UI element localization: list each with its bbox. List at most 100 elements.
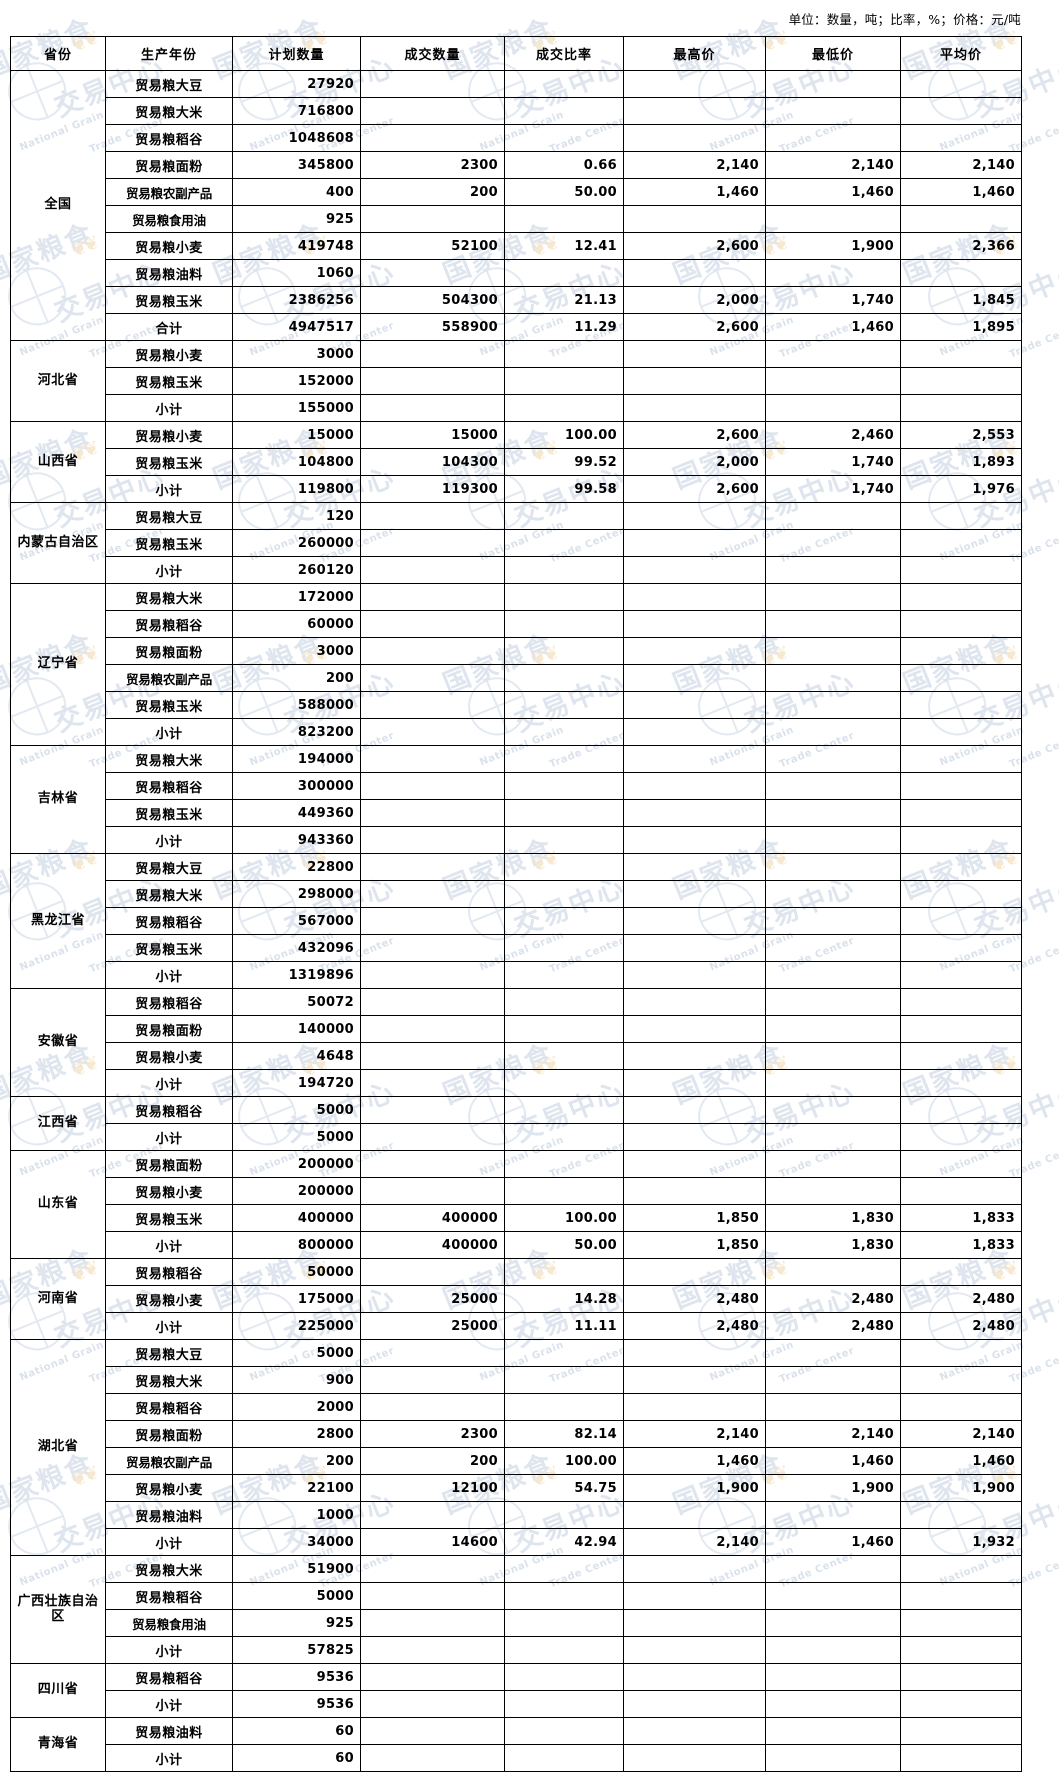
- header-row: 省份 生产年份 计划数量 成交数量 成交比率 最高价 最低价 平均价: [10, 36, 1022, 71]
- category-cell: 小计: [105, 1231, 233, 1259]
- lowest-price-cell: [765, 394, 901, 422]
- average-price-cell: [900, 1015, 1022, 1043]
- deal-rate-cell: 100.00: [504, 1204, 624, 1232]
- lowest-price-cell: [765, 1663, 901, 1691]
- plan-qty-cell: 200000: [232, 1177, 361, 1205]
- deal-qty-cell: [360, 691, 505, 719]
- lowest-price-cell: [765, 1609, 901, 1637]
- deal-qty-cell: [360, 718, 505, 746]
- average-price-cell: [900, 1258, 1022, 1286]
- lowest-price-cell: [765, 799, 901, 827]
- table-row: 青海省 贸易粮油料 60: [10, 1717, 1022, 1772]
- highest-price-cell: 2,480: [623, 1312, 766, 1340]
- table-row: 小计 5000: [11, 1123, 1022, 1151]
- lowest-price-cell: [765, 1582, 901, 1610]
- table-row: 全国 贸易粮大豆 27920: [10, 70, 1022, 341]
- average-price-cell: 1,460: [900, 178, 1022, 206]
- plan-qty-cell: 716800: [232, 97, 361, 125]
- deal-rate-cell: [504, 1582, 624, 1610]
- table-header: 省份 生产年份 计划数量 成交数量 成交比率 最高价 最低价 平均价: [10, 36, 1022, 71]
- province-cell: 黑龙江省: [10, 853, 106, 989]
- category-cell: 贸易粮玉米: [105, 691, 233, 719]
- plan-qty-cell: 120: [232, 502, 361, 530]
- deal-qty-cell: 119300: [360, 475, 505, 503]
- deal-rate-cell: 100.00: [504, 421, 624, 449]
- category-cell: 贸易粮食用油: [105, 205, 233, 233]
- category-cell: 贸易粮稻谷: [105, 1096, 233, 1124]
- deal-rate-cell: [504, 124, 624, 152]
- deal-rate-cell: 14.28: [504, 1285, 624, 1313]
- deal-rate-cell: [504, 1123, 624, 1151]
- average-price-cell: [900, 772, 1022, 800]
- highest-price-cell: [623, 664, 766, 692]
- deal-rate-cell: [504, 70, 624, 98]
- deal-qty-cell: [360, 1042, 505, 1070]
- average-price-cell: [900, 502, 1022, 530]
- table-row: 贸易粮小麦 419748 52100 12.41 2,600 1,900 2,366: [11, 232, 1022, 260]
- average-price-cell: [900, 529, 1022, 557]
- highest-price-cell: [623, 1258, 766, 1286]
- col-header-lowest-price: 最低价: [765, 36, 901, 71]
- plan-qty-cell: 15000: [232, 421, 361, 449]
- highest-price-cell: 2,140: [623, 1420, 766, 1448]
- plan-qty-cell: 9536: [232, 1690, 361, 1718]
- plan-qty-cell: 3000: [232, 637, 361, 665]
- deal-qty-cell: 400000: [360, 1231, 505, 1259]
- lowest-price-cell: 1,460: [765, 313, 901, 341]
- highest-price-cell: [623, 1042, 766, 1070]
- lowest-price-cell: 1,900: [765, 232, 901, 260]
- lowest-price-cell: 2,140: [765, 1420, 901, 1448]
- table-row: 贸易粮农副产品 400 200 50.00 1,460 1,460 1,460: [11, 178, 1022, 206]
- highest-price-cell: 2,600: [623, 421, 766, 449]
- deal-qty-cell: [360, 961, 505, 989]
- table-row: 贸易粮小麦 200000: [11, 1177, 1022, 1205]
- category-cell: 贸易粮小麦: [105, 1474, 233, 1502]
- deal-rate-cell: [504, 772, 624, 800]
- category-cell: 小计: [105, 826, 233, 854]
- average-price-cell: [900, 934, 1022, 962]
- category-cell: 贸易粮玉米: [105, 529, 233, 557]
- lowest-price-cell: [765, 745, 901, 773]
- col-header-production-year: 生产年份: [105, 36, 233, 71]
- table-row: 山西省 贸易粮小麦 15000 15000 100.00 2,600 2,460 2,553: [10, 421, 1022, 503]
- province-cell: 安徽省: [10, 988, 106, 1097]
- deal-rate-cell: [504, 745, 624, 773]
- average-price-cell: [900, 1096, 1022, 1124]
- highest-price-cell: [623, 853, 766, 881]
- plan-qty-cell: 22100: [232, 1474, 361, 1502]
- table-body: 全国 贸易粮大豆 27920 贸易粮大米 716800 贸易粮稻谷 1048608 贸易粮面粉…: [10, 70, 1022, 1772]
- category-cell: 贸易粮农副产品: [105, 664, 233, 692]
- average-price-cell: [900, 97, 1022, 125]
- table-row: 贸易粮小麦 22100 12100 54.75 1,900 1,900 1,900: [11, 1474, 1022, 1502]
- table-row: 贸易粮食用油 925: [11, 205, 1022, 233]
- table-row: 吉林省 贸易粮大米 194000: [10, 745, 1022, 854]
- deal-rate-cell: [504, 1609, 624, 1637]
- plan-qty-cell: 200: [232, 664, 361, 692]
- lowest-price-cell: [765, 718, 901, 746]
- average-price-cell: [900, 799, 1022, 827]
- province-cell: 辽宁省: [10, 583, 106, 746]
- lowest-price-cell: [765, 1150, 901, 1178]
- deal-rate-cell: [504, 340, 624, 368]
- deal-rate-cell: [504, 556, 624, 584]
- table-row: 山东省 贸易粮面粉 200000: [10, 1150, 1022, 1259]
- province-cell: 河北省: [10, 340, 106, 422]
- plan-qty-cell: 60000: [232, 610, 361, 638]
- average-price-cell: 1,895: [900, 313, 1022, 341]
- category-cell: 贸易粮油料: [105, 1501, 233, 1529]
- highest-price-cell: [623, 1744, 766, 1772]
- deal-rate-cell: 50.00: [504, 178, 624, 206]
- lowest-price-cell: [765, 556, 901, 584]
- category-cell: 贸易粮面粉: [105, 637, 233, 665]
- col-header-deal-qty: 成交数量: [360, 36, 505, 71]
- category-cell: 贸易粮稻谷: [105, 1258, 233, 1286]
- grain-trade-table: 省份 生产年份 计划数量 成交数量 成交比率 最高价 最低价 平均价 全国 贸易粮…: [10, 36, 1022, 1772]
- category-cell: 贸易粮玉米: [105, 799, 233, 827]
- deal-rate-cell: [504, 1501, 624, 1529]
- highest-price-cell: 2,600: [623, 232, 766, 260]
- highest-price-cell: [623, 1393, 766, 1421]
- average-price-cell: [900, 205, 1022, 233]
- average-price-cell: [900, 394, 1022, 422]
